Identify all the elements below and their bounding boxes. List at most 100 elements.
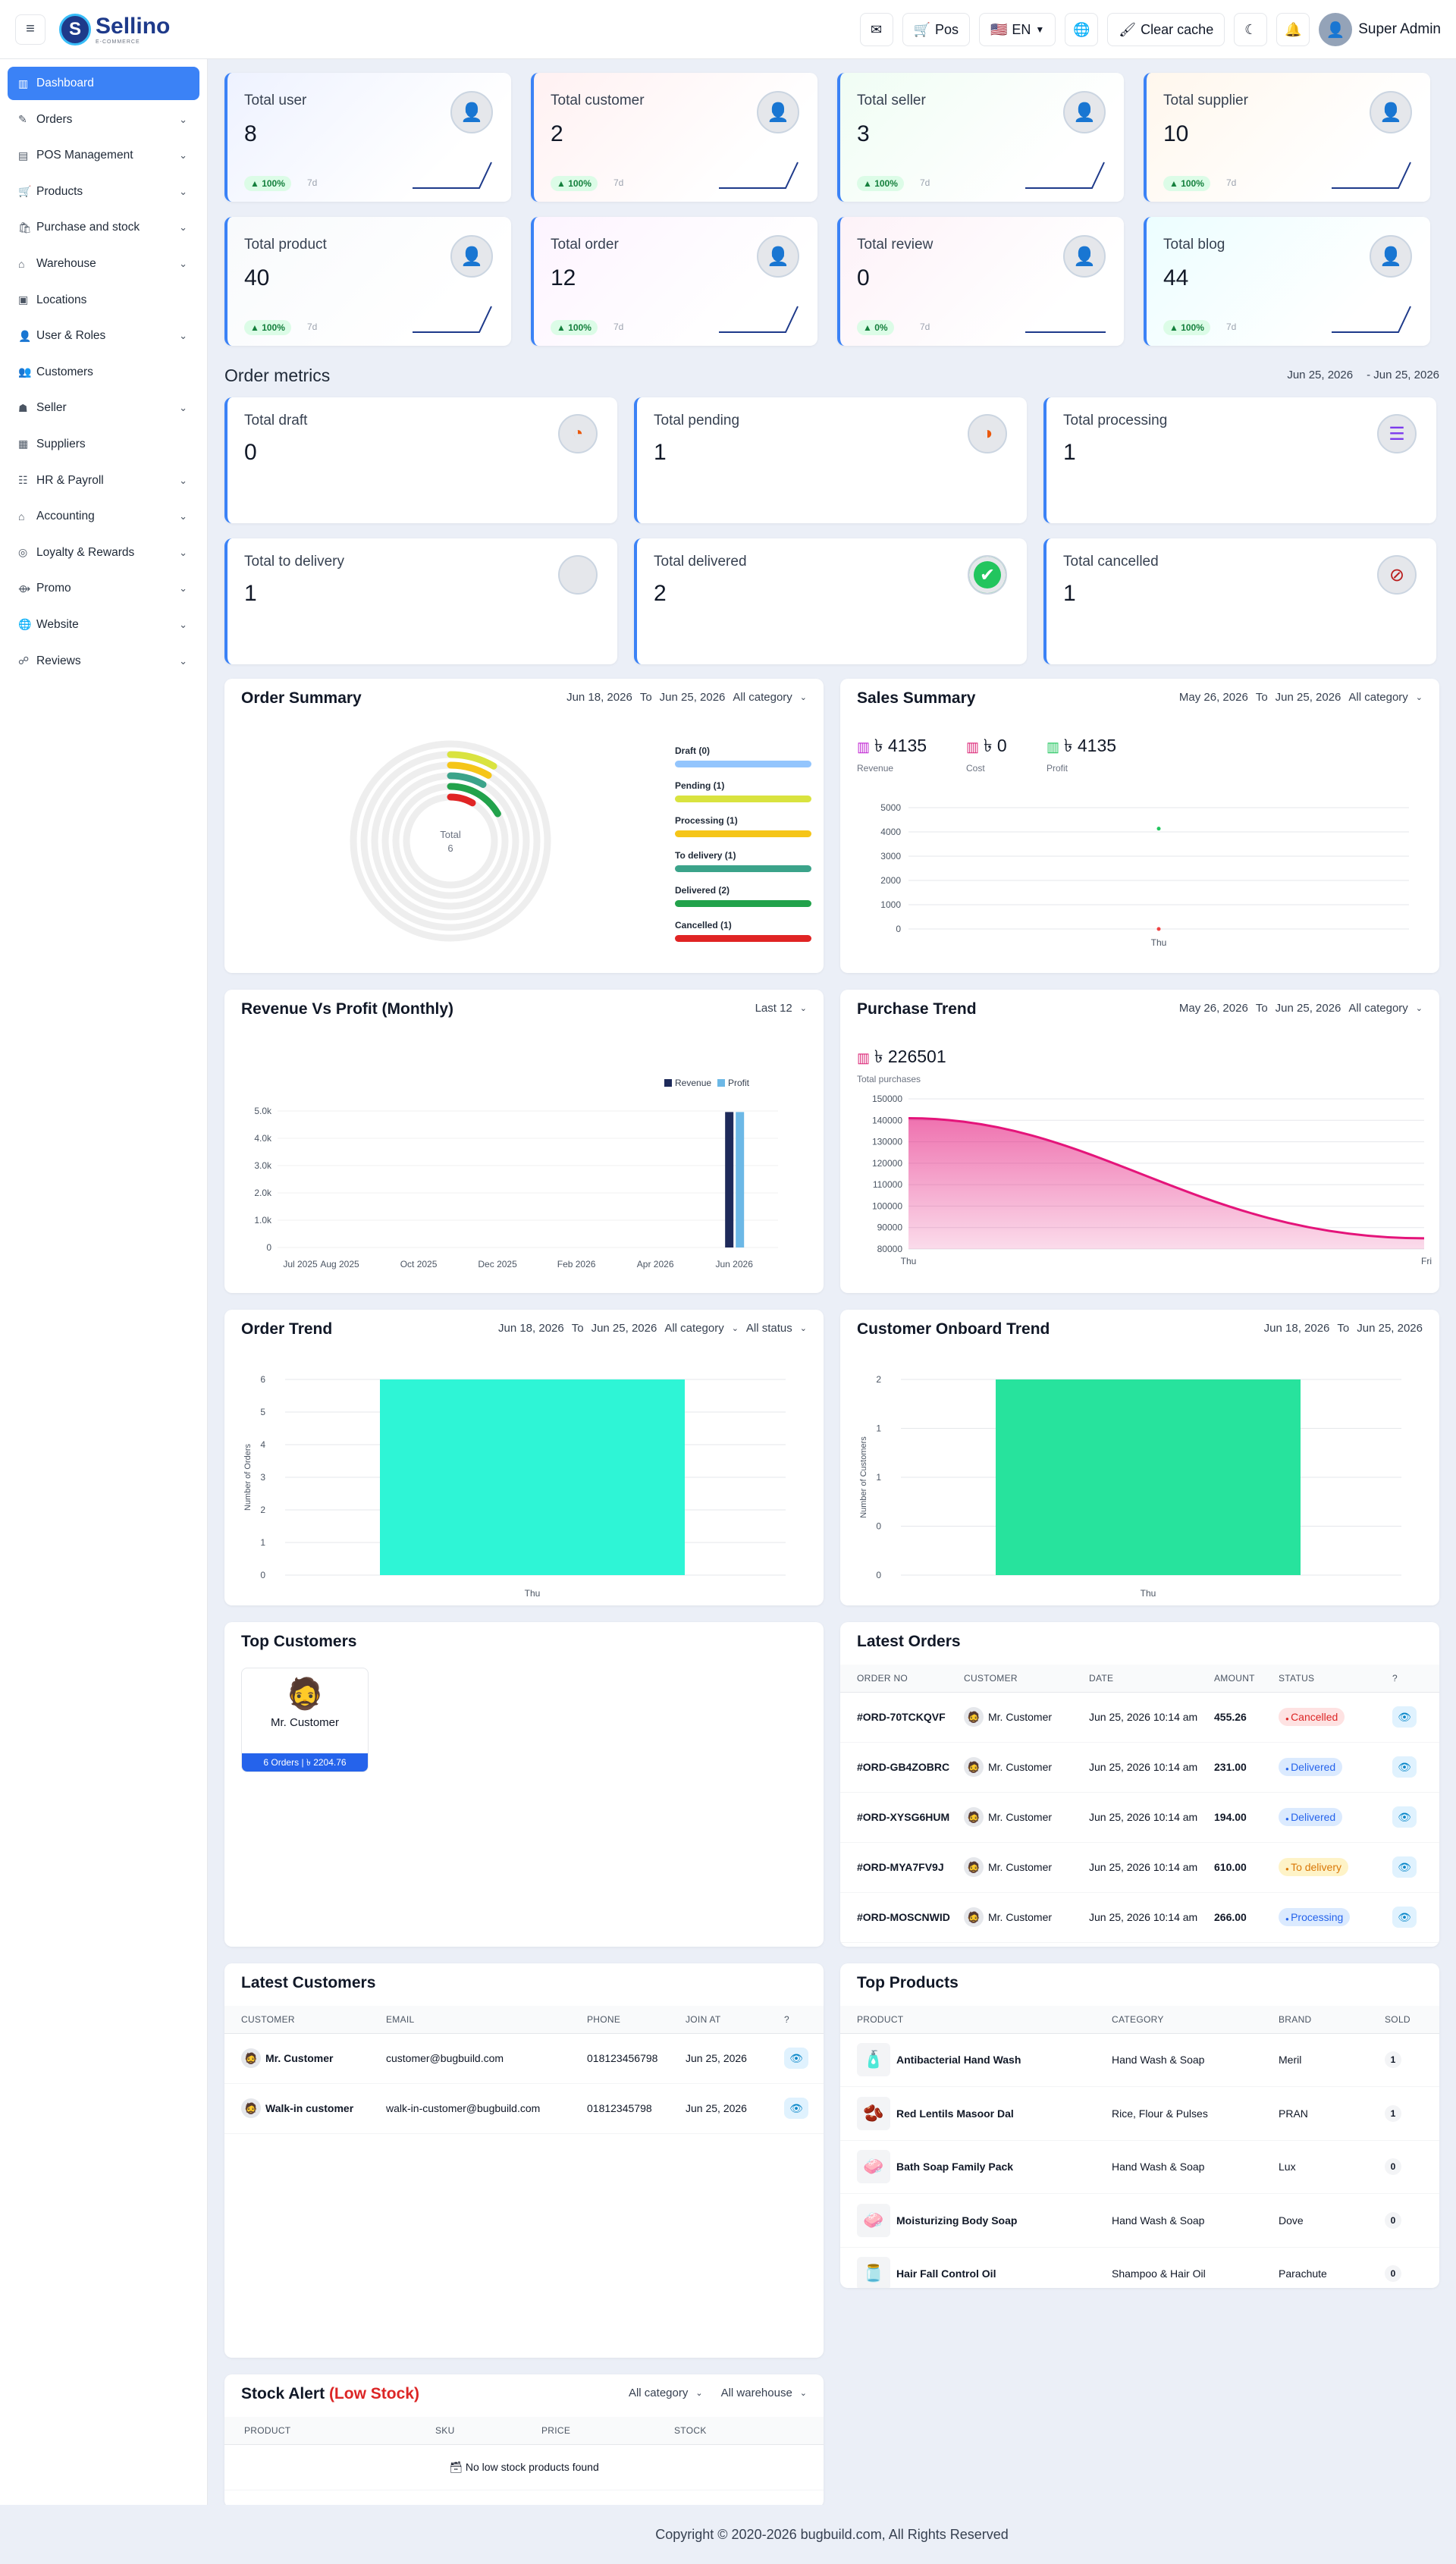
table-row[interactable]: #ORD-MYA7FV9J 🧔 Mr. Customer Jun 25, 2026 1…: [840, 1842, 1439, 1893]
sidebar-item-pos-management[interactable]: ▤ POS Management ⌄: [8, 139, 199, 172]
customer-cell: 🧔 Mr. Customer: [964, 1757, 1077, 1777]
metric-card-total-to-delivery: Total to delivery 1: [224, 538, 617, 664]
sidebar-item-hr-payroll[interactable]: ☷ HR & Payroll ⌄: [8, 464, 199, 497]
sidebar-item-products[interactable]: 🛒 Products ⌄: [8, 175, 199, 209]
order-metrics-date-range[interactable]: Jun 25, 2026 - Jun 25, 2026: [1287, 369, 1439, 381]
sidebar-item-suppliers[interactable]: ▦ Suppliers: [8, 428, 199, 461]
legend-swatch: [675, 761, 811, 767]
top-customer-card[interactable]: 🧔 Mr. Customer 6 Orders | ৳ 2204.76: [241, 1668, 369, 1772]
sidebar-item-promo[interactable]: ⟴ Promo ⌄: [8, 572, 199, 605]
order-number[interactable]: #ORD-70TCKQVF: [840, 1692, 958, 1743]
date-from[interactable]: May 26, 2026: [1178, 1002, 1248, 1015]
date-from[interactable]: Jun 18, 2026: [1263, 1322, 1330, 1335]
table-row[interactable]: 🧔 Walk-in customer walk-in-customer@bugbui…: [224, 2083, 824, 2134]
chevron-down-icon: ⌄: [731, 1324, 739, 1333]
globe-icon[interactable]: 🌐: [1065, 13, 1099, 46]
table-row[interactable]: 🧔 Mr. Customer customer@bugbuild.com 018123…: [224, 2033, 824, 2084]
date-from[interactable]: May 26, 2026: [1178, 691, 1248, 704]
avatar: 🧔: [241, 2098, 261, 2118]
customer-name: Mr. Customer: [265, 2052, 334, 2064]
view-eye-icon[interactable]: 👁: [784, 2048, 808, 2069]
order-number[interactable]: #ORD-MYA7FV9J: [840, 1842, 958, 1893]
user-icon: 👤: [450, 235, 493, 278]
notification-bell-icon[interactable]: 🔔: [1276, 13, 1310, 46]
sidebar-item-dashboard[interactable]: ▥ Dashboard: [8, 67, 199, 100]
sidebar-item-user-roles[interactable]: 👤 User & Roles ⌄: [8, 319, 199, 353]
order-number[interactable]: #ORD-GB4ZOBRC: [840, 1742, 958, 1793]
sidebar-item-locations[interactable]: ▣ Locations: [8, 284, 199, 317]
view-eye-icon[interactable]: 👁: [1392, 1907, 1417, 1928]
y-tick-label: 2: [876, 1374, 881, 1385]
category-select[interactable]: All category ⌄: [629, 2387, 703, 2399]
sidebar-item-accounting[interactable]: ⌂ Accounting ⌄: [8, 500, 199, 533]
sparkline: [1332, 162, 1411, 189]
clear-cache-button[interactable]: 🖌 Clear cache: [1107, 13, 1225, 46]
date-from[interactable]: Jun 18, 2026: [566, 691, 632, 704]
language-select[interactable]: 🇺🇸 EN ▼: [978, 13, 1056, 46]
panel-filters: Jun 18, 2026 To Jun 25, 2026: [1264, 1322, 1423, 1335]
legend-item[interactable]: To delivery (1): [675, 850, 811, 872]
legend-item[interactable]: Processing (1): [675, 815, 811, 837]
status-select[interactable]: All status ⌄: [746, 1322, 807, 1335]
legend-item[interactable]: Delivered (2): [675, 885, 811, 907]
menu-toggle-button[interactable]: ≡: [15, 14, 46, 45]
panel-title: Customer Onboard Trend: [857, 1320, 1050, 1338]
legend-item[interactable]: Draft (0): [675, 745, 811, 767]
order-number[interactable]: #ORD-MOSCNWID: [840, 1892, 958, 1943]
sidebar-item-seller[interactable]: ☗ Seller ⌄: [8, 391, 199, 425]
table-row[interactable]: 🧼 Bath Soap Family Pack Hand Wash & Soap Lu…: [840, 2140, 1439, 2194]
sidebar-item-orders[interactable]: ✎ Orders ⌄: [8, 103, 199, 137]
user-menu[interactable]: 👤 Super Admin: [1319, 13, 1441, 46]
date-from[interactable]: Jun 18, 2026: [497, 1322, 564, 1335]
period-select[interactable]: Last 12 ⌄: [755, 1002, 807, 1015]
date-to[interactable]: Jun 25, 2026: [1357, 1322, 1423, 1335]
table-row[interactable]: 🫙 Hair Fall Control Oil Shampoo & Hair Oil…: [840, 2247, 1439, 2288]
date-to[interactable]: Jun 25, 2026: [1275, 691, 1341, 704]
table-row[interactable]: #ORD-XYSG6HUM 🧔 Mr. Customer Jun 25, 2026 1…: [840, 1792, 1439, 1843]
date-to-label: To: [1255, 691, 1268, 704]
sidebar-item-reviews[interactable]: ☍ Reviews ⌄: [8, 645, 199, 678]
y-tick-label: 2.0k: [254, 1188, 272, 1198]
order-amount: 455.26: [1208, 1692, 1272, 1743]
sidebar-item-warehouse[interactable]: ⌂ Warehouse ⌄: [8, 247, 199, 281]
radial-track: [360, 751, 541, 931]
table-row[interactable]: 🧼 Moisturizing Body Soap Hand Wash & Soap D…: [840, 2193, 1439, 2248]
table-row[interactable]: #ORD-70TCKQVF 🧔 Mr. Customer Jun 25, 2026 1…: [840, 1692, 1439, 1743]
view-eye-icon[interactable]: 👁: [1392, 1756, 1417, 1778]
table-row[interactable]: #ORD-MOSCNWID 🧔 Mr. Customer Jun 25, 2026 1…: [840, 1892, 1439, 1943]
category-select[interactable]: All category ⌄: [1348, 1002, 1423, 1015]
view-eye-icon[interactable]: 👁: [1392, 1806, 1417, 1828]
customer-actions: 👁: [778, 2033, 824, 2084]
sidebar-item-website[interactable]: 🌐 Website ⌄: [8, 608, 199, 642]
category-select[interactable]: All category ⌄: [1348, 691, 1423, 704]
date-to[interactable]: Jun 25, 2026: [659, 691, 726, 704]
category-select[interactable]: All category ⌄: [733, 691, 807, 704]
sidebar-item-customers[interactable]: 👥 Customers: [8, 356, 199, 389]
latest-customers-table: CUSTOMER EMAIL PHONE JOIN AT? 🧔 Mr. Customer c…: [224, 2006, 824, 2134]
legend-item[interactable]: Cancelled (1): [675, 920, 811, 942]
mail-icon[interactable]: ✉: [859, 13, 893, 46]
x-tick-label: Thu: [901, 1256, 917, 1266]
table-row[interactable]: 🧴 Antibacterial Hand Wash Hand Wash & Soap…: [840, 2033, 1439, 2087]
pos-button[interactable]: 🛒 Pos: [902, 13, 970, 46]
table-row[interactable]: 🫘 Red Lentils Masoor Dal Rice, Flour & Pul…: [840, 2086, 1439, 2141]
clear-cache-label: Clear cache: [1141, 21, 1214, 37]
view-eye-icon[interactable]: 👁: [1392, 1856, 1417, 1878]
draft-icon: ◔: [558, 414, 598, 453]
date-to[interactable]: Jun 25, 2026: [591, 1322, 657, 1335]
table-row[interactable]: #ORD-GB4ZOBRC 🧔 Mr. Customer Jun 25, 2026 1…: [840, 1742, 1439, 1793]
view-eye-icon[interactable]: 👁: [1392, 1706, 1417, 1728]
warehouse-select[interactable]: All warehouse ⌄: [721, 2387, 807, 2399]
customer-wrap: 🧔 Mr. Customer: [241, 2048, 374, 2068]
category-select[interactable]: All category ⌄: [664, 1322, 739, 1335]
date-to[interactable]: Jun 25, 2026: [1275, 1002, 1341, 1015]
dark-mode-toggle-icon[interactable]: ☾: [1234, 13, 1268, 46]
legend-item[interactable]: Pending (1): [675, 780, 811, 802]
empty-row: 🗃 No low stock products found: [224, 2444, 824, 2490]
logo[interactable]: S Sellino E-COMMERCE: [59, 13, 170, 46]
panel-title: Purchase Trend: [857, 1000, 977, 1018]
sidebar-item-purchase-and-stock[interactable]: 🛍 Purchase and stock ⌄: [8, 211, 199, 244]
view-eye-icon[interactable]: 👁: [784, 2098, 808, 2119]
order-number[interactable]: #ORD-XYSG6HUM: [840, 1792, 958, 1843]
sidebar-item-loyalty-rewards[interactable]: ◎ Loyalty & Rewards ⌄: [8, 536, 199, 570]
